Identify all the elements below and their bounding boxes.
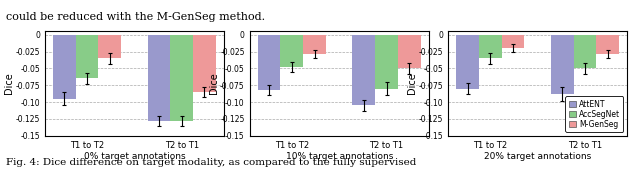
Text: could be reduced with the M-GenSeg method.: could be reduced with the M-GenSeg metho…	[6, 12, 266, 22]
Bar	[193, 35, 216, 92]
X-axis label: 20% target annotations: 20% target annotations	[484, 152, 591, 161]
Text: Fig. 4: Dice difference on target modality, as compared to the fully supervised: Fig. 4: Dice difference on target modali…	[6, 158, 417, 167]
Bar	[596, 35, 619, 54]
Bar	[375, 35, 398, 89]
Bar	[456, 35, 479, 89]
Bar	[170, 35, 193, 121]
Bar	[502, 35, 524, 48]
Y-axis label: Dice: Dice	[209, 73, 219, 94]
Bar	[398, 35, 420, 68]
Y-axis label: Dice: Dice	[407, 73, 417, 94]
Bar	[353, 35, 375, 105]
Bar	[148, 35, 170, 121]
Bar	[76, 35, 99, 78]
Bar	[479, 35, 502, 58]
X-axis label: 0% target annotations: 0% target annotations	[84, 152, 185, 161]
Bar	[53, 35, 76, 99]
Y-axis label: Dice: Dice	[4, 73, 14, 94]
X-axis label: 10% target annotations: 10% target annotations	[285, 152, 393, 161]
Legend: AttENT, AccSegNet, M-GenSeg: AttENT, AccSegNet, M-GenSeg	[566, 97, 623, 132]
Bar	[258, 35, 280, 90]
Bar	[551, 35, 573, 94]
Bar	[99, 35, 121, 58]
Bar	[573, 35, 596, 68]
Bar	[280, 35, 303, 67]
Bar	[303, 35, 326, 54]
